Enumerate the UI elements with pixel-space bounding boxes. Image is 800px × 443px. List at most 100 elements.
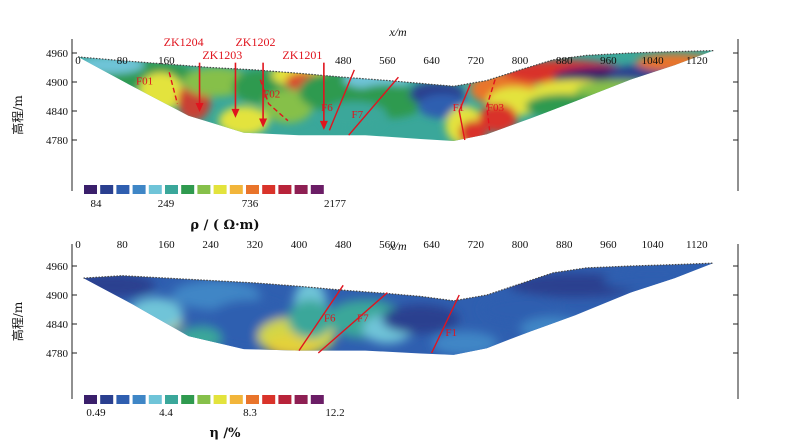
resistivity-topography	[77, 50, 714, 87]
colorbar-swatch	[165, 185, 178, 194]
colorbar-swatch	[246, 185, 259, 194]
fault-line	[328, 69, 355, 131]
borehole-label: ZK1202	[235, 35, 275, 49]
resistivity-x-ticks: 0 80 160 480 560 640 720 800 880 960 1040 1120	[75, 55, 708, 67]
resistivity-colorbar: 84 249 736 2177	[84, 185, 347, 210]
colorbar-swatch	[197, 395, 211, 404]
borehole-arrowhead	[259, 118, 268, 128]
colorbar-label: 0.49	[86, 407, 106, 419]
x-tick-label: 1120	[686, 239, 708, 251]
y-tick-label: 4960	[46, 261, 69, 273]
colorbar-swatch	[84, 185, 97, 194]
borehole-label: ZK1204	[164, 35, 204, 49]
colorbar-swatch	[100, 395, 114, 404]
x-tick-label: 0	[75, 55, 81, 67]
y-tick-label: 4900	[46, 290, 69, 302]
colorbar-swatch	[181, 395, 195, 404]
anomaly-blob	[602, 270, 703, 291]
chargeability-faults: F6 F7 F1	[298, 284, 460, 354]
x-tick-label: 880	[556, 239, 573, 251]
chargeability-y-ticks: 4960 4900 4840 4780	[46, 261, 738, 360]
resistivity-y-axis-label: 高程/m	[10, 95, 25, 135]
colorbar-swatch	[181, 185, 195, 194]
x-tick-label: 800	[512, 239, 529, 251]
x-tick-label: 1040	[642, 239, 665, 251]
resistivity-faults: F01 F02 F6 F7 F1 F03	[136, 69, 505, 141]
anomaly-blob	[78, 56, 145, 74]
fault-line	[317, 292, 388, 354]
x-tick-label: 480	[335, 55, 352, 67]
x-tick-label: 800	[512, 55, 529, 67]
anomaly-blob	[431, 331, 498, 355]
x-tick-label: 560	[379, 55, 396, 67]
chargeability-colorbar: 0.49 4.4 8.3 12.2	[84, 395, 345, 419]
colorbar-swatch	[116, 185, 130, 194]
chargeability-x-ticks: 0 80 160 240 320 400 480 560 640 720 800 880 960 1040…	[75, 239, 708, 251]
chargeability-colorbar-title: η /%	[209, 426, 241, 441]
x-tick-label: 1120	[686, 55, 708, 67]
x-tick-label: 640	[423, 55, 440, 67]
x-tick-label: 160	[158, 55, 175, 67]
colorbar-swatch	[294, 185, 308, 194]
y-tick-label: 4840	[46, 319, 69, 331]
x-tick-label: 320	[247, 239, 264, 251]
y-tick-label: 4900	[46, 77, 69, 89]
fault-line	[458, 84, 471, 141]
chargeability-section	[83, 263, 714, 355]
colorbar-swatch	[262, 395, 276, 404]
x-tick-label: 720	[468, 55, 485, 67]
fault-label: F03	[487, 102, 505, 114]
x-tick-label: 640	[423, 239, 440, 251]
colorbar-label: 4.4	[159, 407, 173, 419]
colorbar-swatch	[278, 185, 292, 194]
y-tick-label: 4780	[46, 135, 69, 147]
x-tick-label: 960	[600, 55, 617, 67]
colorbar-swatch	[278, 395, 292, 404]
fault-label: F6	[324, 313, 336, 325]
chargeability-frame	[71, 244, 739, 399]
colorbar-swatch	[262, 185, 276, 194]
colorbar-swatch	[132, 185, 146, 194]
fault-label: F7	[351, 109, 363, 121]
anomaly-blob	[575, 79, 664, 104]
anomaly-blob	[381, 304, 460, 334]
colorbar-swatch	[213, 185, 227, 194]
borehole-label: ZK1203	[202, 48, 242, 62]
x-tick-label: 880	[556, 55, 573, 67]
chargeability-topography	[83, 262, 714, 302]
colorbar-swatch	[229, 185, 243, 194]
colorbar-swatch	[148, 395, 162, 404]
x-tick-label: 400	[291, 239, 308, 251]
colorbar-swatch	[310, 395, 324, 404]
x-tick-label: 240	[202, 239, 219, 251]
resistivity-section	[78, 50, 714, 141]
colorbar-swatch	[84, 395, 97, 404]
resistivity-anomalies	[78, 53, 714, 141]
colorbar-label: 249	[158, 198, 175, 210]
anomaly-blob	[263, 89, 313, 124]
colorbar-swatch	[165, 395, 178, 404]
chargeability-y-axis-label: 高程/m	[10, 301, 25, 341]
colorbar-swatch	[246, 395, 259, 404]
borehole-arrowhead	[231, 108, 240, 118]
colorbar-swatch	[213, 395, 227, 404]
fault-line	[298, 284, 344, 351]
x-tick-label: 560	[379, 239, 396, 251]
anomaly-blob	[525, 94, 603, 119]
anomaly-blob	[481, 294, 559, 324]
colorbar-swatch	[100, 185, 114, 194]
colorbar-swatch	[229, 395, 243, 404]
colorbar-swatch	[116, 395, 130, 404]
colorbar-label: 736	[242, 198, 259, 210]
fault-line	[348, 76, 399, 136]
anomaly-blob	[287, 299, 333, 339]
x-tick-label: 960	[600, 239, 617, 251]
chargeability-panel: F6 F7 F1 0 80 160 240 320 400 480 560 640 720 800 880…	[10, 239, 739, 441]
fault-label: F1	[453, 102, 465, 114]
x-tick-label: 80	[117, 55, 129, 67]
resistivity-y-ticks: 4960 4900 4840 4780	[46, 48, 738, 147]
fault-label: F7	[357, 313, 369, 325]
